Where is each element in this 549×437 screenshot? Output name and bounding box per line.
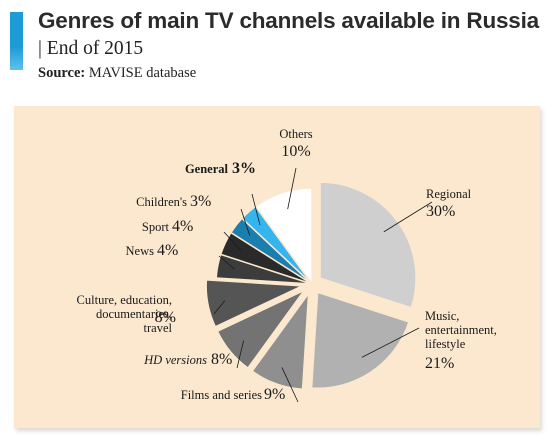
leader-line-films-and-series (281, 367, 299, 403)
chart-title: Genres of main TV channels available in … (38, 8, 539, 33)
pie-slices (205, 181, 417, 391)
slice-label-regional: Regional (426, 187, 472, 201)
pie-leader-lines (213, 167, 433, 403)
pie-slice-regional (319, 181, 417, 309)
leader-line-others (287, 167, 297, 210)
slice-label-news: News (126, 244, 155, 258)
slice-label-children-s: Children's (136, 195, 187, 209)
leader-line-hd-versions (236, 340, 245, 369)
pie-labels: Regional 30% Music, entertainment, lifestyle… (77, 127, 497, 403)
slice-value-others: 10% (281, 143, 310, 160)
slice-label-culture-education-documentaries-travel: Culture, education, documentaries, travel (77, 293, 173, 335)
leader-line-culture-education-documentaries-travel (213, 300, 226, 315)
slice-value-regional: 30% (426, 203, 455, 220)
slice-label-music-entertainment-lifestyle: Music, entertainment, lifestyle (425, 309, 497, 351)
slice-value-sport: 4% (172, 218, 193, 235)
leader-line-regional (383, 201, 433, 233)
slice-value-culture-education-documentaries-travel: 8% (155, 309, 176, 326)
chart-panel: Regional 30% Music, entertainment, lifestyle… (14, 106, 540, 428)
pie-slice-music-entertainment-lifestyle (310, 291, 410, 390)
slice-label-others: Others (279, 127, 312, 141)
source-text: MAVISE database (88, 65, 197, 81)
slice-value-films-and-series: 9% (264, 386, 285, 403)
slice-label-general: General (185, 162, 229, 176)
slice-label-sport: Sport (142, 220, 170, 234)
source-line: Source: MAVISE database (38, 65, 196, 82)
leader-line-children-s (240, 208, 251, 236)
slice-label-films-and-series: Films and series (181, 388, 262, 402)
chart-header: Genres of main TV channels available in … (10, 8, 540, 88)
chart-subtitle: | End of 2015 (38, 38, 144, 59)
leader-line-music-entertainment-lifestyle (361, 327, 420, 358)
leader-line-general (251, 193, 261, 226)
pie-slice-hd-versions (216, 289, 305, 370)
leader-line-news (218, 255, 235, 270)
leader-line-sport (223, 231, 242, 251)
slice-value-news: 4% (157, 242, 178, 259)
slice-value-children-s: 3% (190, 193, 211, 210)
pie-slice-films-and-series (251, 290, 310, 391)
slice-value-music-entertainment-lifestyle: 21% (425, 355, 454, 372)
pie-slice-others (254, 187, 313, 287)
pie-chart: Regional 30% Music, entertainment, lifestyle… (77, 127, 497, 403)
source-label: Source: (38, 65, 86, 81)
accent-bar (10, 12, 23, 70)
slice-value-general: 3% (232, 160, 256, 177)
slice-label-hd-versions: HD versions (143, 353, 207, 367)
slice-value-hd-versions: 8% (211, 351, 232, 368)
pie-slice-culture-education-documentaries-travel (205, 279, 303, 328)
